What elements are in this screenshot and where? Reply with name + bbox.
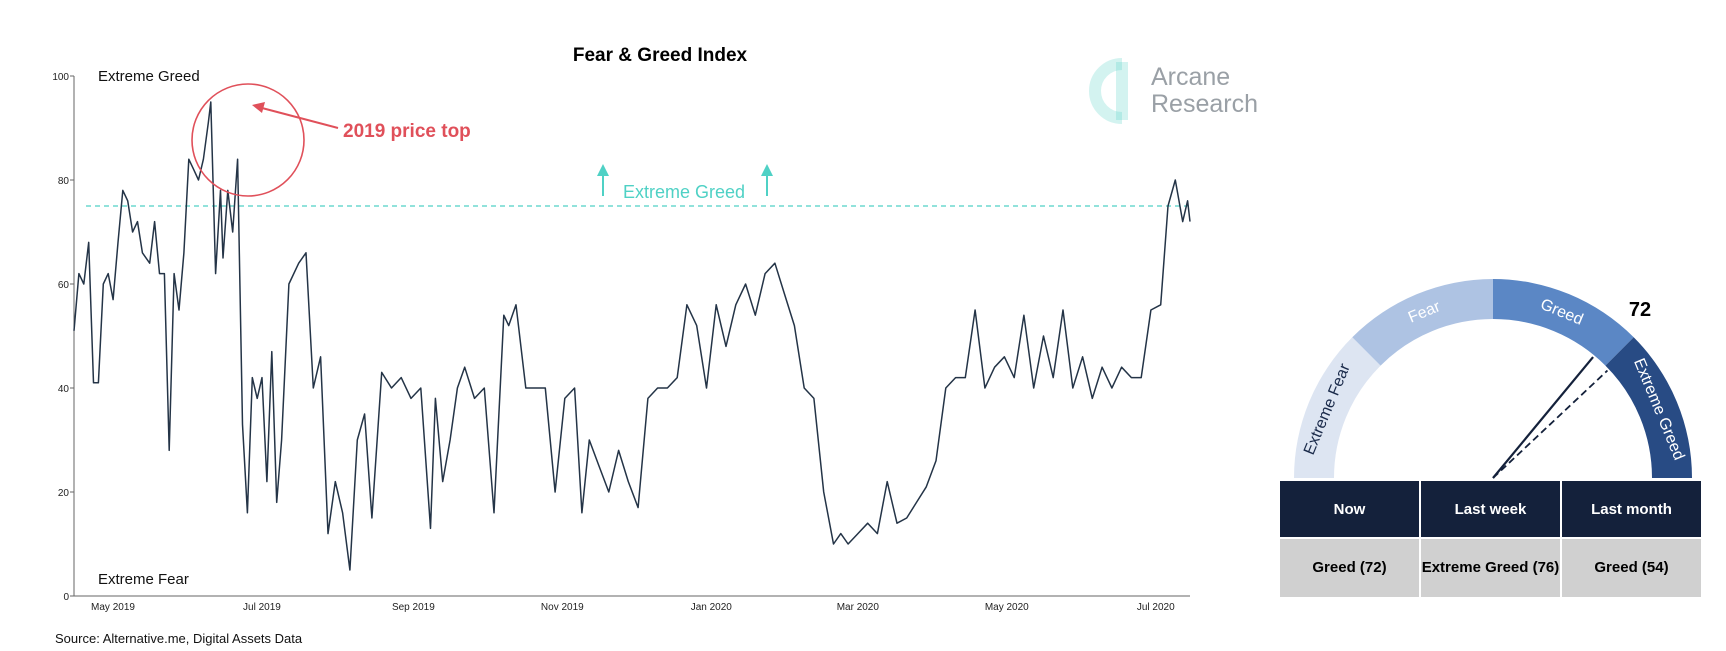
gauge-segment (1493, 279, 1634, 366)
source-note: Source: Alternative.me, Digital Assets D… (55, 631, 303, 646)
logo-line-2: Research (1151, 90, 1258, 118)
y-tick-label: 40 (58, 384, 70, 395)
y-tick-label: 20 (58, 488, 70, 499)
history-value-row: Greed (72) Extreme Greed (76) Greed (54) (1280, 539, 1701, 597)
zone-label-bottom: Extreme Fear (98, 571, 189, 588)
history-header-row: Now Last week Last month (1280, 481, 1701, 537)
gauge-segments (1294, 279, 1692, 478)
logo-line-1: Arcane (1151, 63, 1230, 91)
header-last-month: Last month (1562, 481, 1701, 537)
zone-label-top: Extreme Greed (98, 68, 200, 85)
gauge-needle-last-week (1492, 369, 1609, 479)
y-tick-label: 80 (58, 176, 70, 187)
gauge-segment (1605, 337, 1692, 478)
fear-greed-line-chart: Fear & Greed Index Arcane Research 0 20 40… (52, 45, 1258, 613)
x-tick-label: Nov 2019 (541, 602, 584, 613)
value-last-month: Greed (54) (1562, 539, 1701, 597)
y-tick-label: 0 (63, 592, 69, 603)
gauge-segment (1294, 337, 1381, 478)
fear-greed-series-line (73, 101, 1191, 571)
price-top-annotation: 2019 price top (343, 121, 471, 142)
header-now: Now (1280, 481, 1419, 537)
y-tick-labels: 0 20 40 60 80 100 (52, 72, 74, 603)
threshold-label: Extreme Greed (623, 182, 745, 202)
price-top-arrowhead-icon (252, 102, 265, 113)
threshold-arrow-right-icon (761, 164, 773, 196)
gauge-needle-now (1492, 356, 1594, 479)
gauge-value: 72 (1629, 299, 1651, 321)
value-now: Greed (72) (1280, 539, 1419, 597)
logo-mark-bar (1116, 62, 1128, 120)
header-last-week: Last week (1421, 481, 1560, 537)
history-table: Now Last week Last month Greed (72) Extr… (1278, 479, 1703, 599)
x-tick-label: Jul 2019 (243, 602, 281, 613)
x-tick-labels: May 2019 Jul 2019 Sep 2019 Nov 2019 Jan 2020… (91, 602, 1175, 613)
gauge-segment (1352, 279, 1493, 366)
price-top-circle (191, 83, 305, 197)
price-top-arrow (261, 107, 339, 129)
value-last-week: Extreme Greed (76) (1421, 539, 1560, 597)
arcane-research-logo: Arcane Research (1089, 58, 1258, 124)
x-tick-label: Jan 2020 (691, 602, 733, 613)
y-tick-label: 60 (58, 280, 70, 291)
x-tick-label: Mar 2020 (837, 602, 880, 613)
logo-mark-icon (1089, 58, 1123, 124)
x-tick-label: Jul 2020 (1137, 602, 1175, 613)
chart-title: Fear & Greed Index (573, 45, 748, 66)
threshold-arrow-left-icon (597, 164, 609, 196)
x-tick-label: May 2020 (985, 602, 1029, 613)
y-tick-label: 100 (52, 72, 69, 83)
x-tick-label: Sep 2019 (392, 602, 435, 613)
x-tick-label: May 2019 (91, 602, 135, 613)
